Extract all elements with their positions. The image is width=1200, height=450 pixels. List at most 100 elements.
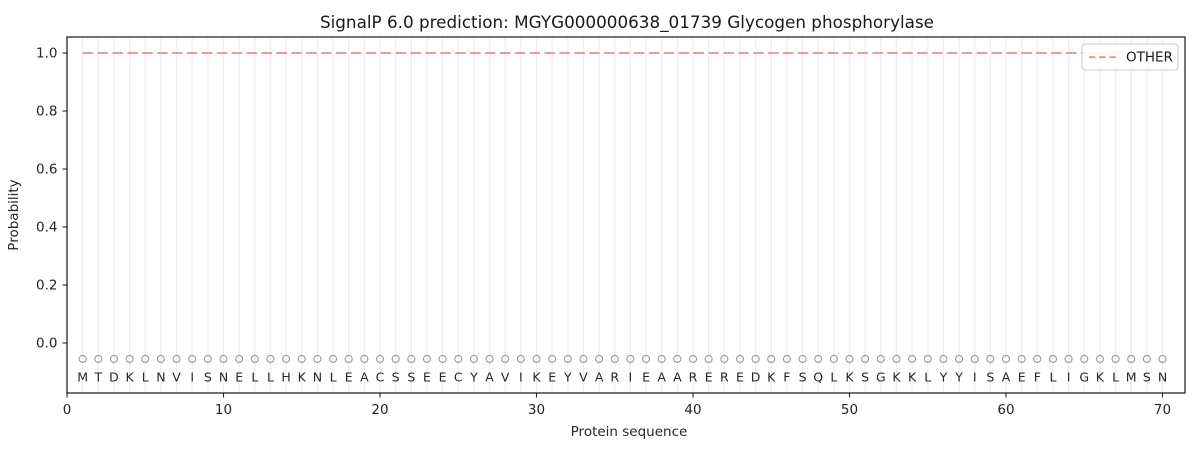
residue-letter: S (407, 370, 415, 385)
residue-marker (1095, 354, 1104, 364)
residue-marker (579, 354, 588, 364)
residue-letter: L (1112, 370, 1119, 385)
residue-marker (876, 354, 885, 364)
residue-letter: E (1018, 370, 1026, 385)
residue-marker (735, 354, 745, 364)
residue-letter: A (673, 370, 682, 385)
residue-letter: K (298, 370, 307, 385)
residue-marker (688, 354, 698, 364)
residue-letter: H (281, 370, 290, 385)
residue-letter: L (924, 370, 931, 385)
residue-letter: K (125, 370, 134, 385)
residue-letter: A (657, 370, 666, 385)
residue-marker (970, 354, 979, 364)
y-tick-label: 1.0 (36, 46, 57, 62)
residue-marker (78, 354, 87, 364)
residue-marker (908, 354, 917, 364)
residue-marker (313, 354, 322, 364)
residue-letter: K (767, 370, 776, 385)
residue-marker (923, 354, 932, 364)
residue-marker (1033, 354, 1042, 364)
residue-letter: Q (813, 370, 823, 385)
residue-letter: G (876, 370, 886, 385)
residue-letter: N (1158, 370, 1167, 385)
x-tick-label: 10 (215, 402, 232, 418)
plot-frame (66, 36, 1186, 394)
residue-marker (751, 354, 760, 364)
residue-marker (1142, 354, 1151, 364)
residue-marker (94, 354, 103, 364)
y-axis-ticks: 0.0 0.2 0.4 0.6 0.8 1.0 (36, 46, 67, 352)
residue-circle-markers (78, 354, 1167, 364)
residue-marker (814, 354, 823, 364)
residue-letter: V (501, 370, 510, 385)
residue-marker (704, 354, 713, 364)
legend-box (1081, 43, 1179, 71)
residue-marker (892, 354, 901, 364)
residue-letter: M (1126, 370, 1137, 385)
residue-marker (109, 354, 118, 364)
residue-marker (610, 354, 619, 364)
residue-letter: S (1143, 370, 1151, 385)
residue-marker (266, 354, 275, 364)
residue-letter: C (454, 370, 463, 385)
residue-letter: L (1049, 370, 1056, 385)
residue-letter: L (330, 370, 337, 385)
x-tick-label: 40 (684, 402, 701, 418)
residue-marker (501, 354, 510, 364)
residue-letter: Y (939, 370, 948, 385)
residue-letter: L (142, 370, 149, 385)
residue-marker (422, 354, 432, 364)
residue-letter: L (251, 370, 258, 385)
residue-letter: K (845, 370, 854, 385)
residue-marker (1048, 354, 1057, 364)
y-tick-label: 0.2 (36, 278, 57, 294)
residue-letter: R (610, 370, 619, 385)
residue-letter: A (595, 370, 604, 385)
x-tick-label: 70 (1154, 402, 1171, 418)
residue-marker (235, 354, 244, 364)
residue-marker (344, 354, 353, 364)
residue-letter: E (736, 370, 744, 385)
y-tick-label: 0.4 (36, 220, 57, 236)
residue-marker (375, 354, 385, 364)
residue-letter: E (423, 370, 431, 385)
residue-letter: V (172, 370, 181, 385)
residue-marker (673, 354, 682, 364)
legend-entry-other: OTHER (1126, 50, 1173, 66)
x-axis-label: Protein sequence (571, 424, 688, 440)
residue-letter: K (908, 370, 917, 385)
residue-marker (469, 354, 478, 364)
residue-letter: S (799, 370, 807, 385)
residue-marker (485, 354, 494, 364)
residue-letter: G (1079, 370, 1089, 385)
y-axis-label: Probability (6, 179, 22, 250)
residue-marker (767, 354, 776, 364)
residue-letter: I (1067, 370, 1071, 385)
residue-letter: E (345, 370, 353, 385)
residue-marker (203, 354, 212, 364)
residue-letter: C (376, 370, 385, 385)
residue-letter: N (156, 370, 165, 385)
residue-letter: M (77, 370, 88, 385)
residue-marker (407, 354, 416, 364)
residue-marker (125, 354, 134, 364)
residue-marker (172, 354, 181, 364)
residue-letter: I (973, 370, 977, 385)
residue-marker (829, 354, 838, 364)
residue-marker (1127, 354, 1136, 364)
residue-marker (250, 354, 259, 364)
residue-letter: R (720, 370, 729, 385)
residue-letter: D (751, 370, 761, 385)
residue-letter: D (109, 370, 119, 385)
residue-letter: T (93, 370, 102, 385)
gridlines (81, 37, 1164, 393)
residue-letter: N (313, 370, 322, 385)
residue-marker (861, 354, 870, 364)
residue-marker (986, 354, 995, 364)
residue-letter: E (705, 370, 713, 385)
residue-marker (454, 354, 463, 364)
